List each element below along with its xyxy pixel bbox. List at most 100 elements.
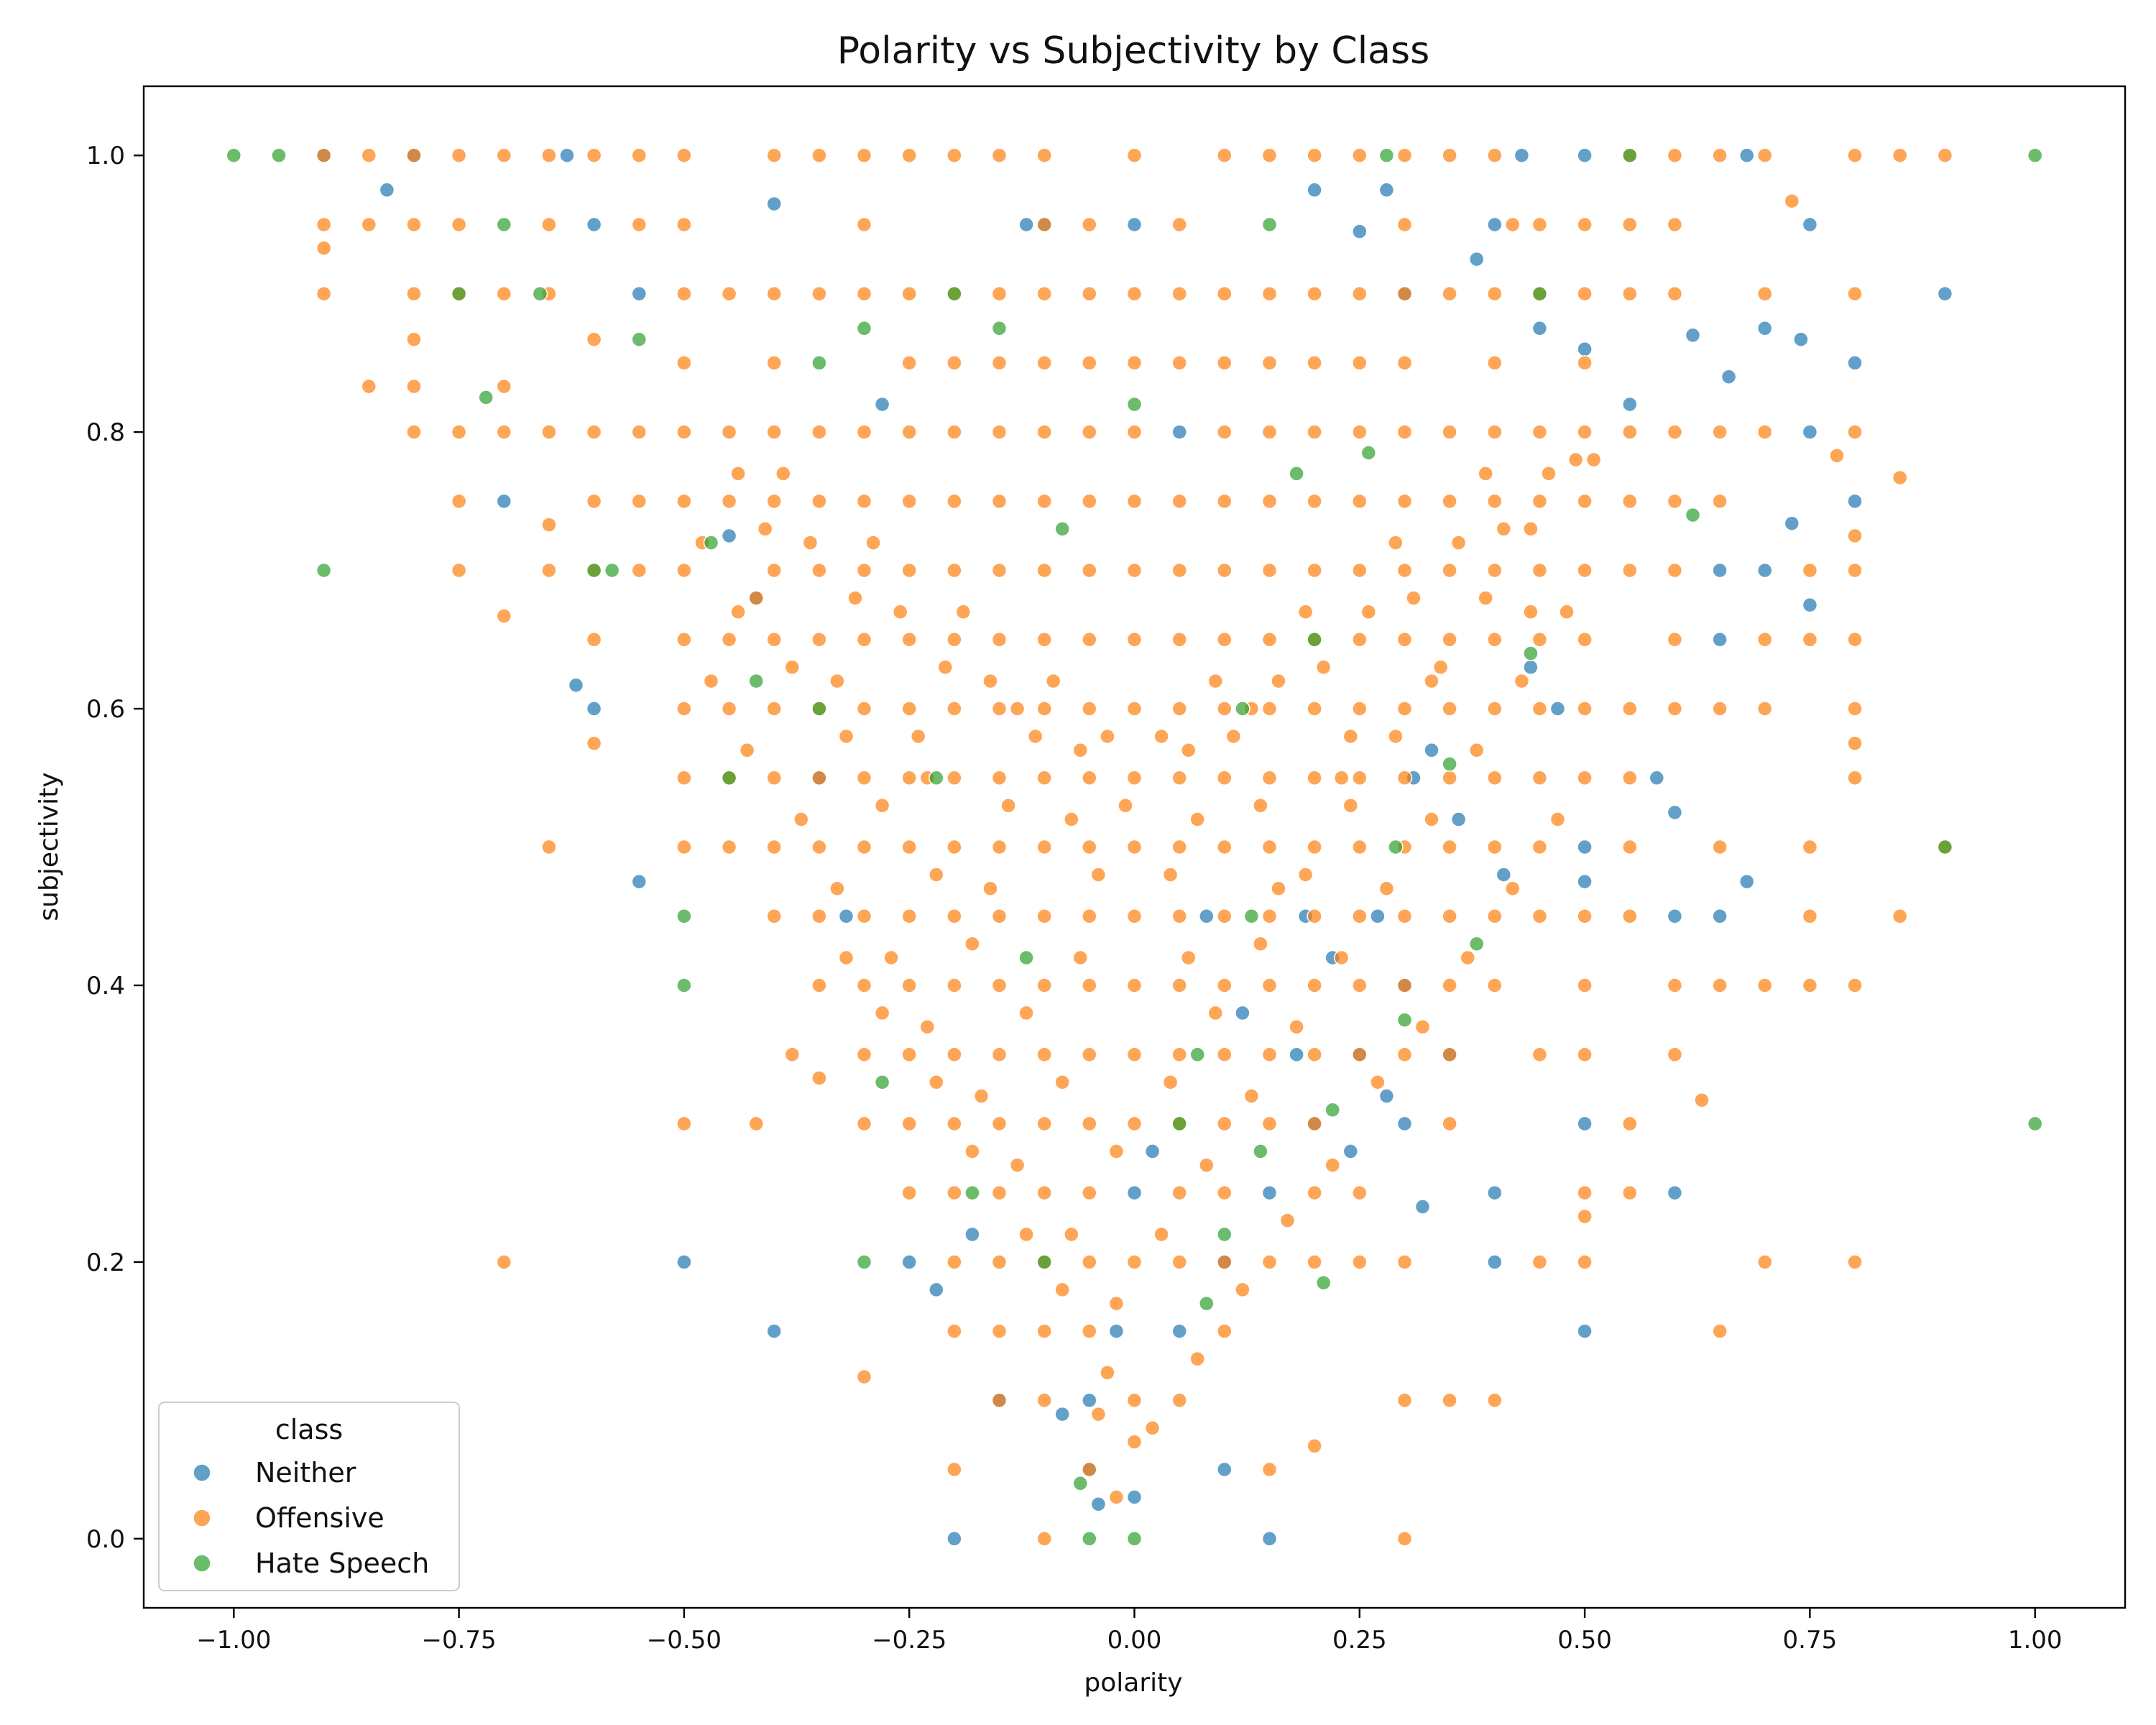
data-point — [1442, 1046, 1457, 1062]
data-point — [766, 562, 782, 579]
data-point — [1352, 147, 1368, 163]
data-point — [676, 285, 692, 302]
data-point — [973, 1088, 990, 1104]
data-point — [1261, 1461, 1278, 1478]
data-point — [1171, 1116, 1187, 1132]
data-point — [901, 147, 917, 163]
data-point — [1342, 798, 1359, 814]
data-point — [1388, 728, 1404, 745]
data-point — [631, 147, 648, 163]
data-point — [1523, 659, 1539, 676]
data-point — [1378, 182, 1395, 198]
data-point — [1541, 466, 1557, 482]
data-point — [1847, 528, 1863, 544]
data-point — [586, 147, 602, 163]
data-point — [1243, 908, 1260, 924]
data-point — [631, 285, 648, 302]
data-point — [1847, 978, 1863, 993]
data-point — [829, 673, 845, 689]
data-point — [1847, 562, 1863, 579]
data-point — [1577, 701, 1593, 717]
data-point — [1396, 1254, 1413, 1270]
data-point — [1388, 535, 1404, 551]
data-point — [361, 216, 377, 233]
data-point — [1487, 493, 1503, 510]
data-point — [1622, 770, 1638, 786]
y-axis-label: subjectivity — [34, 772, 64, 921]
data-point — [676, 355, 692, 371]
data-point — [1036, 1254, 1052, 1270]
data-point — [982, 673, 998, 689]
data-point — [856, 632, 872, 648]
data-point — [1487, 1392, 1503, 1409]
data-point — [1720, 369, 1737, 385]
data-point — [1442, 839, 1457, 855]
data-point — [1442, 1116, 1457, 1132]
data-point — [1847, 735, 1863, 751]
data-point — [361, 147, 377, 163]
data-point — [1352, 1184, 1368, 1201]
data-point — [1793, 331, 1809, 347]
data-point — [1171, 1323, 1187, 1339]
data-point — [1577, 770, 1593, 786]
data-point — [1577, 632, 1593, 648]
data-point — [1315, 1274, 1332, 1291]
data-point — [1082, 632, 1097, 648]
data-point — [964, 1226, 980, 1243]
data-point — [1054, 521, 1070, 537]
data-point — [1487, 978, 1503, 993]
data-point — [991, 1323, 1008, 1339]
data-point — [1162, 867, 1179, 883]
data-point — [1685, 327, 1701, 344]
data-point — [1396, 908, 1413, 924]
data-point — [2027, 147, 2043, 163]
data-point — [1000, 798, 1016, 814]
data-point — [766, 632, 782, 648]
data-point — [1261, 978, 1278, 993]
data-point — [1667, 1046, 1683, 1062]
data-point — [1199, 1157, 1215, 1173]
data-point — [1756, 285, 1773, 302]
data-point — [1396, 1116, 1413, 1132]
data-point — [1036, 1116, 1052, 1132]
data-point — [1189, 811, 1205, 827]
data-point — [676, 839, 692, 855]
data-point — [1577, 1184, 1593, 1201]
data-point — [1333, 770, 1350, 786]
data-point — [1271, 880, 1286, 896]
data-point — [559, 147, 575, 163]
data-point — [1036, 1323, 1052, 1339]
data-point — [1171, 770, 1187, 786]
data-point — [1352, 224, 1368, 239]
data-point — [721, 632, 737, 648]
data-point — [1235, 1005, 1250, 1021]
data-point — [856, 1368, 872, 1385]
data-point — [1487, 1184, 1503, 1201]
data-point — [1531, 562, 1548, 579]
data-point — [1487, 562, 1503, 579]
data-point — [946, 908, 962, 924]
data-point — [856, 978, 872, 993]
data-point — [541, 839, 557, 855]
data-point — [730, 604, 746, 620]
data-point — [1892, 908, 1908, 924]
data-point — [1667, 632, 1683, 648]
data-point — [1442, 562, 1457, 579]
data-point — [991, 321, 1008, 336]
data-point — [991, 1116, 1008, 1132]
data-point — [406, 285, 422, 302]
data-point — [901, 355, 917, 371]
data-point — [1090, 867, 1107, 883]
data-point — [496, 493, 512, 510]
data-point — [406, 147, 422, 163]
data-point — [901, 1116, 917, 1132]
data-point — [1126, 493, 1143, 510]
data-point — [1396, 562, 1413, 579]
data-point — [1153, 1226, 1169, 1243]
data-point — [811, 147, 827, 163]
data-point — [1217, 1116, 1233, 1132]
data-point — [1261, 216, 1278, 233]
x-tick-label: 0.75 — [1783, 1626, 1838, 1655]
data-point — [1054, 1406, 1070, 1422]
data-point — [1144, 1144, 1161, 1159]
